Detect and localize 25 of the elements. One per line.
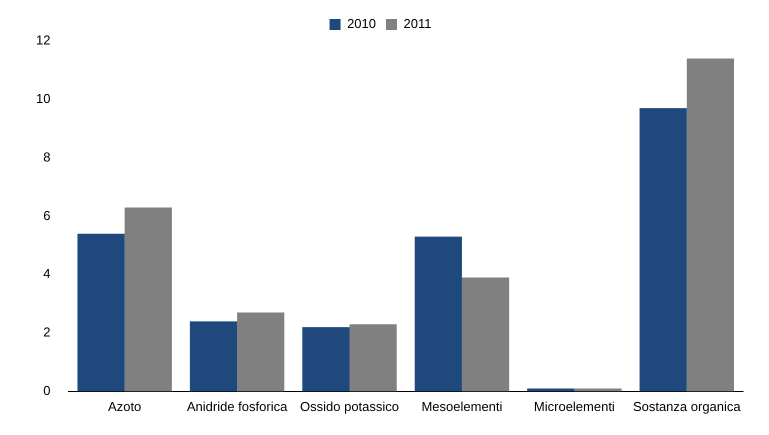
- bar: [124, 207, 172, 392]
- x-tick-label: Mesoelementi: [421, 398, 503, 414]
- y-tick-label: 0: [43, 382, 50, 398]
- bar: [350, 324, 397, 392]
- bar: [686, 58, 734, 392]
- bar: [414, 236, 462, 392]
- bar: [237, 312, 284, 392]
- y-tick-label: 4: [43, 266, 50, 282]
- y-tick-label: 10: [36, 90, 50, 106]
- bar: [302, 327, 350, 392]
- bar: [462, 278, 510, 392]
- y-tick-label: 6: [43, 208, 50, 223]
- legend-label: 2010: [347, 16, 376, 32]
- y-tick-label: 2: [43, 324, 50, 340]
- bar: [77, 234, 125, 392]
- x-tick-label: Microelementi: [534, 398, 615, 414]
- y-tick-label: 8: [43, 149, 50, 164]
- bar: [640, 108, 687, 392]
- legend-label: 2011: [403, 16, 432, 32]
- x-tick-label: Ossido potassico: [300, 398, 400, 414]
- bar: [190, 321, 238, 392]
- x-tick-label: Sostanza organica: [632, 398, 742, 414]
- x-tick-label: Anidride fosforica: [186, 398, 288, 414]
- x-tick-label: Azoto: [108, 398, 142, 414]
- y-tick-label: 12: [36, 32, 50, 48]
